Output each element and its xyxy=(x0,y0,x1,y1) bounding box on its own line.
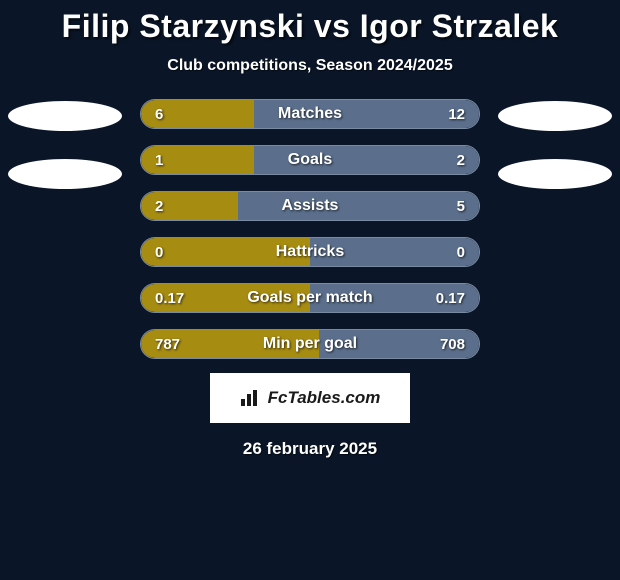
page-title: Filip Starzynski vs Igor Strzalek xyxy=(0,0,620,45)
bar-chart-icon xyxy=(240,389,262,407)
date-text: 26 february 2025 xyxy=(0,439,620,459)
comparison-row: 6 Matches 12 1 Goals 2 2 Assists 5 0 Hat… xyxy=(0,99,620,359)
page-subtitle: Club competitions, Season 2024/2025 xyxy=(0,57,620,75)
stat-right-value: 12 xyxy=(448,106,465,123)
stat-bar-matches: 6 Matches 12 xyxy=(140,99,480,129)
stat-bar-goals: 1 Goals 2 xyxy=(140,145,480,175)
stat-right-value: 0.17 xyxy=(436,290,465,307)
left-player-col xyxy=(8,99,122,189)
stat-label: Matches xyxy=(141,105,479,123)
stat-bar-hattricks: 0 Hattricks 0 xyxy=(140,237,480,267)
player-badge-placeholder xyxy=(8,159,122,189)
stat-label: Goals per match xyxy=(141,289,479,307)
brand-badge: FcTables.com xyxy=(210,373,410,423)
stat-label: Min per goal xyxy=(141,335,479,353)
stat-bars: 6 Matches 12 1 Goals 2 2 Assists 5 0 Hat… xyxy=(140,99,480,359)
stat-label: Goals xyxy=(141,151,479,169)
stat-right-value: 2 xyxy=(457,152,465,169)
player-badge-placeholder xyxy=(498,159,612,189)
right-player-col xyxy=(498,99,612,189)
stat-label: Hattricks xyxy=(141,243,479,261)
player-badge-placeholder xyxy=(498,101,612,131)
stat-bar-goals-per-match: 0.17 Goals per match 0.17 xyxy=(140,283,480,313)
stat-bar-min-per-goal: 787 Min per goal 708 xyxy=(140,329,480,359)
player-badge-placeholder xyxy=(8,101,122,131)
stat-right-value: 5 xyxy=(457,198,465,215)
stat-right-value: 708 xyxy=(440,336,465,353)
stat-bar-assists: 2 Assists 5 xyxy=(140,191,480,221)
stat-label: Assists xyxy=(141,197,479,215)
stat-right-value: 0 xyxy=(457,244,465,261)
brand-text: FcTables.com xyxy=(268,388,381,408)
